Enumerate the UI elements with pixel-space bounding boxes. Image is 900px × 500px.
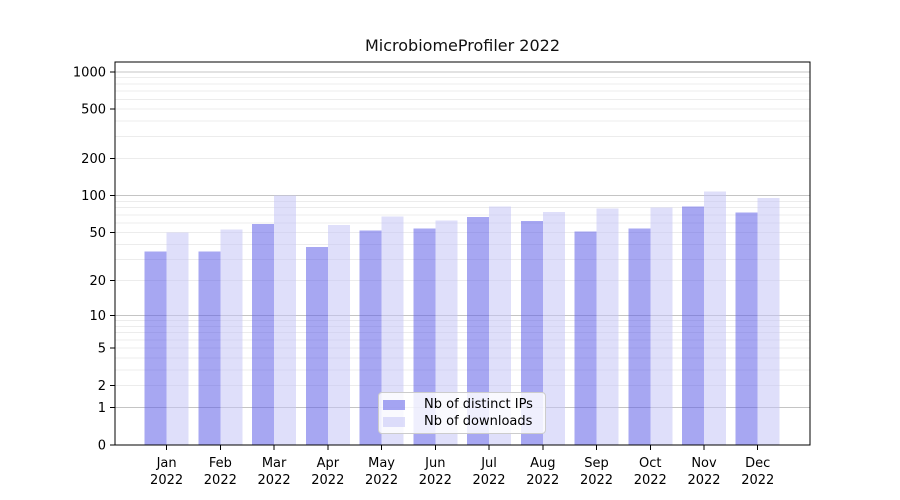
legend-label-distinct-ips: Nb of distinct IPs (424, 397, 533, 412)
y-tick-label: 200 (81, 152, 106, 167)
plot-frame (114, 61, 811, 446)
bar-distinct-ips (144, 251, 167, 445)
x-tick-label-year: 2022 (580, 473, 613, 488)
bar-downloads (327, 224, 350, 445)
x-tick-label-year: 2022 (258, 473, 291, 488)
legend-label-downloads: Nb of downloads (424, 414, 533, 429)
x-tick-label-year: 2022 (741, 473, 774, 488)
x-tick-label-year: 2022 (526, 473, 559, 488)
y-tick-label: 500 (81, 103, 106, 118)
x-tick-label-year: 2022 (365, 473, 398, 488)
y-tick-label: 1000 (73, 65, 106, 80)
bar-downloads (650, 207, 673, 445)
x-tick-label-month: Aug (530, 456, 555, 471)
bar-downloads (381, 216, 404, 445)
bar-distinct-ips (735, 212, 758, 445)
y-tick-label: 50 (89, 226, 106, 241)
legend-swatch-distinct-ips (383, 399, 405, 410)
x-tick-label-year: 2022 (204, 473, 237, 488)
y-tick-label: 0 (98, 439, 106, 454)
x-tick-label-month: Jun (424, 456, 445, 471)
y-tick-label: 5 (98, 342, 106, 357)
y-tick-label: 100 (81, 189, 106, 204)
bar-distinct-ips (467, 217, 490, 445)
y-tick-label: 1 (98, 401, 106, 416)
x-tick-label-month: Apr (317, 456, 340, 471)
y-tick-label: 2 (98, 379, 106, 394)
y-tick-label: 20 (89, 274, 106, 289)
x-tick-label-year: 2022 (634, 473, 667, 488)
bar-distinct-ips (574, 231, 597, 445)
bar-downloads (757, 197, 780, 445)
x-tick-label-month: Jul (480, 456, 497, 471)
y-tick-label: 10 (89, 309, 106, 324)
bar-downloads (166, 232, 189, 445)
bar-distinct-ips (252, 223, 275, 445)
x-tick-label-month: Dec (745, 456, 770, 471)
x-tick-label-year: 2022 (419, 473, 452, 488)
x-tick-label-month: Jan (156, 456, 177, 471)
x-tick-label-year: 2022 (687, 473, 720, 488)
x-tick-label-year: 2022 (472, 473, 505, 488)
bar-distinct-ips (305, 247, 328, 445)
legend-item-distinct-ips: Nb of distinct IPs (383, 396, 539, 413)
legend: Nb of distinct IPs Nb of downloads (378, 392, 546, 434)
legend-swatch-downloads (383, 416, 405, 427)
bar-downloads (435, 220, 458, 445)
legend-item-downloads: Nb of downloads (383, 413, 539, 430)
x-tick-label-month: Nov (691, 456, 717, 471)
bar-distinct-ips (359, 230, 382, 445)
bar-downloads (489, 206, 512, 445)
x-tick-label-month: Feb (209, 456, 232, 471)
x-tick-label-year: 2022 (311, 473, 344, 488)
bar-downloads (220, 229, 243, 445)
x-tick-label-month: Oct (639, 456, 661, 471)
bar-downloads (596, 208, 619, 445)
x-tick-label-month: Sep (584, 456, 609, 471)
bar-downloads (704, 191, 726, 445)
x-tick-label-month: May (368, 456, 395, 471)
chart-title: MicrobiomeProfiler 2022 (364, 36, 560, 55)
bar-distinct-ips (198, 251, 221, 445)
bar-downloads (542, 211, 565, 445)
bar-distinct-ips (520, 221, 543, 445)
bar-distinct-ips (682, 206, 704, 445)
x-tick-label-month: Mar (262, 456, 287, 471)
bar-distinct-ips (628, 228, 651, 445)
bar-downloads (274, 195, 297, 445)
x-tick-label-year: 2022 (150, 473, 183, 488)
bar-distinct-ips (413, 228, 436, 445)
